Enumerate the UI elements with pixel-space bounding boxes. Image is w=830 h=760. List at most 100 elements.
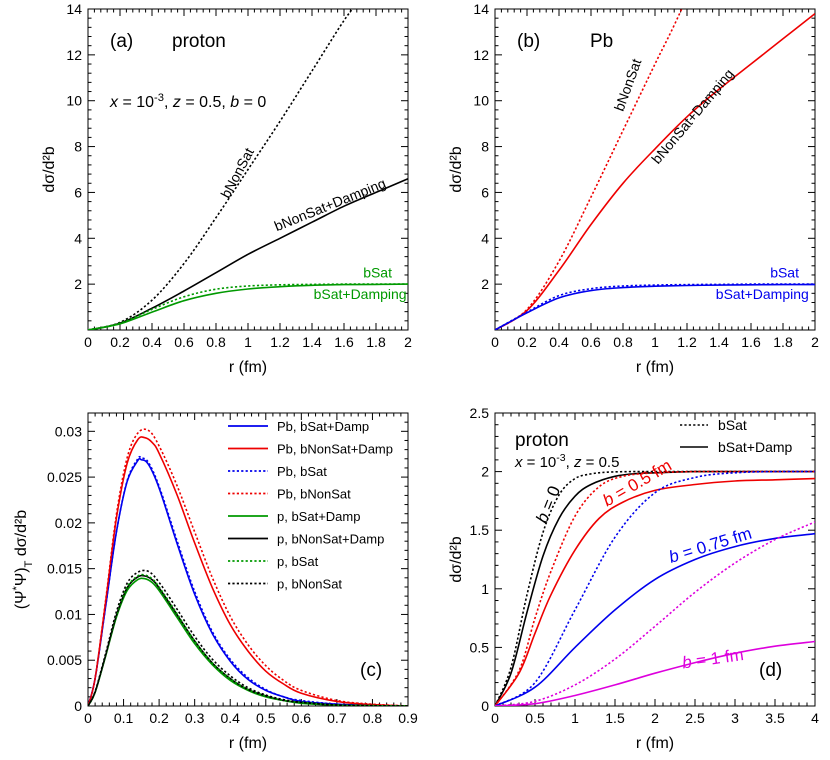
x-tick-label: 1: [651, 334, 659, 350]
x-tick-label: 1.6: [334, 334, 354, 350]
series-line-pb-bsat: [88, 455, 408, 706]
text-run: = 0.5: [581, 454, 619, 471]
panel-c: 0 0.1 0.2 0.3 0.4 0.5 0.6 0.7 0.8 0.9 0.005 0.01 0.0…: [11, 412, 418, 752]
y-tick-label: 0.015: [47, 561, 82, 577]
series-group: [495, 470, 815, 706]
y-tick-label: 12: [473, 47, 489, 63]
y-label-part: (Ψ: [13, 591, 30, 610]
text-run: z: [172, 94, 181, 111]
y-tick-label: 2.5: [470, 405, 490, 421]
y-axis-label: (Ψ*Ψ)T dσ/d²b: [11, 510, 35, 610]
x-axis-label: r (fm): [229, 735, 267, 752]
x-tick-label: 0.4: [549, 334, 569, 350]
x-tick-label: 1.4: [302, 334, 322, 350]
y-tick-label: 8: [481, 139, 489, 155]
x-tick-label: 0.4: [142, 334, 162, 350]
y-tick-label: 4: [481, 230, 489, 246]
y-tick-label: 14: [66, 1, 82, 17]
y-tick-label: 2: [481, 276, 489, 292]
superscript: -3: [154, 92, 164, 104]
y-tick-label: 0.5: [470, 639, 490, 655]
panel-label: (a): [110, 31, 133, 52]
y-label-sub: T: [23, 560, 35, 567]
text-run: x: [109, 94, 119, 111]
legend-label-pb-bsat: Pb, bSat: [277, 464, 327, 479]
text-run: ,: [164, 94, 173, 111]
y-axis-label: dσ/d²b: [448, 146, 465, 192]
legend-label-p-bnonsat-damp: p, bNonSat+Damp: [277, 532, 384, 547]
x-tick-label: 1.8: [773, 334, 793, 350]
series-line-bnonsat-damping: [88, 177, 408, 330]
text-run: b: [230, 94, 239, 111]
curve-label-bnonsat-damping: bNonSat+Damping: [648, 66, 737, 167]
legend-label-pb-bsat-damp: Pb, bSat+Damp: [277, 419, 369, 434]
x-axis-label: r (fm): [229, 359, 267, 376]
y-tick-label: 0: [74, 698, 82, 714]
x-tick-label: 0.8: [613, 334, 633, 350]
x-tick-label: 0.6: [581, 334, 601, 350]
legend-label-bsat-damp: bSat+Damp: [718, 439, 793, 455]
x-tick-label: 0.2: [149, 710, 169, 726]
curve-label-bsat: bSat: [770, 265, 799, 281]
text-run: = 1 fm: [690, 645, 745, 671]
panel-a: 0 0.2 0.4 0.6 0.8 1 1.2 1.4 1.6 1.8 2 2 4 6 8 10 12 14 r (…: [41, 1, 412, 376]
curve-label-bnonsat-damping: bNonSat+Damping: [272, 175, 388, 234]
y-tick-label: 2: [481, 464, 489, 480]
x-tick-label: 3: [731, 710, 739, 726]
x-tick-label: 1.6: [741, 334, 761, 350]
y-tick-label: 0.03: [55, 423, 82, 439]
series-group: [88, 428, 408, 706]
x-tick-label: 2: [651, 710, 659, 726]
x-tick-label: 1: [244, 334, 252, 350]
x-tick-label: 1.2: [270, 334, 290, 350]
curve-label-bnonsat: bNonSat: [217, 145, 257, 201]
y-tick-label: 8: [74, 139, 82, 155]
y-label-sup: *: [11, 586, 23, 591]
legend-label-p-bsat: p, bSat: [277, 554, 319, 569]
text-run: = 0: [536, 483, 564, 517]
series-line-bnonsat: [88, 9, 354, 330]
series-line-bnonsat: [495, 9, 683, 330]
series-line-bsat-damping: [88, 283, 408, 330]
superscript: -3: [556, 452, 565, 464]
curve-label-bsat: bSat: [363, 265, 392, 281]
curve-label-b-1-fm: b = 1 fm: [681, 645, 745, 672]
panel-title: Pb: [590, 31, 613, 52]
y-tick-label: 12: [66, 47, 82, 63]
curve-label-bsat-damping: bSat+Damping: [716, 286, 809, 302]
x-tick-label: 2: [811, 334, 819, 350]
series-line-pb-bnonsat: [88, 428, 408, 706]
series-line-b-0-5-fm-bsat-damp: [495, 477, 815, 706]
x-tick-label: 0.1: [114, 710, 134, 726]
x-tick-label: 1.4: [709, 334, 729, 350]
x-tick-label: 3.5: [765, 710, 785, 726]
x-tick-label: 0.5: [525, 710, 545, 726]
y-tick-label: 2: [74, 276, 82, 292]
series-line-p-bnonsat: [88, 569, 408, 706]
legend-label-pb-bnonsat-damp: Pb, bNonSat+Damp: [277, 442, 393, 457]
curve-label-bsat-damping: bSat+Damping: [314, 286, 407, 302]
x-tick-label: 2: [404, 334, 412, 350]
x-tick-label: 0.3: [185, 710, 205, 726]
panel-label: (c): [360, 660, 382, 681]
x-tick-label: 0.7: [327, 710, 347, 726]
y-tick-label: 14: [473, 1, 489, 17]
legend-label-pb-bnonsat: Pb, bNonSat: [277, 487, 351, 502]
panel-title: proton: [172, 31, 226, 52]
series-line-bnonsat-damping: [495, 12, 815, 330]
panel-label: (d): [759, 660, 782, 681]
y-tick-label: 1: [481, 581, 489, 597]
condition-text: x = 10-3, z = 0.5: [514, 452, 619, 471]
x-tick-label: 0.2: [517, 334, 537, 350]
series-line-b-1-fm-bsat-damp: [495, 640, 815, 706]
text-run: = 0.75 fm: [676, 524, 754, 564]
series-line-p-bnonsat-damp: [88, 574, 408, 706]
series-line-bsat-damping: [495, 283, 815, 330]
text-run: = 10: [523, 454, 557, 471]
text-run: = 0.5,: [181, 94, 230, 111]
y-tick-label: 6: [74, 184, 82, 200]
curve-label-b-0-75-fm: b = 0.75 fm: [667, 524, 754, 567]
series-line-p-bsat: [88, 573, 408, 706]
x-tick-label: 0: [491, 334, 499, 350]
y-axis-label: dσ/d²b: [448, 536, 465, 582]
